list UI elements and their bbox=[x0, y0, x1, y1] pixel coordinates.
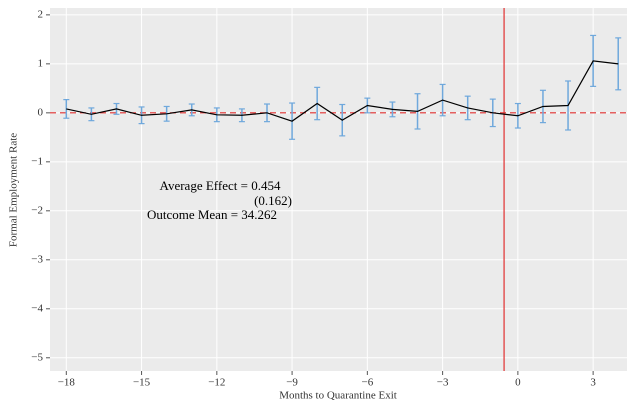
y-tick-label: 1 bbox=[38, 57, 44, 69]
x-tick-label: −15 bbox=[133, 377, 151, 389]
estimate-line bbox=[66, 60, 619, 122]
y-axis-label: Formal Employment Rate bbox=[8, 133, 20, 247]
y-tick-label: 2 bbox=[38, 8, 44, 20]
y-tick-label: −5 bbox=[31, 351, 43, 363]
annotation: Average Effect = 0.454 bbox=[160, 178, 281, 193]
x-tick-label: −9 bbox=[286, 377, 298, 389]
y-tick-label: −2 bbox=[31, 204, 43, 216]
x-tick-label: 0 bbox=[515, 377, 521, 389]
x-tick-label: −18 bbox=[58, 377, 76, 389]
x-tick-label: −3 bbox=[437, 377, 449, 389]
x-axis-label: Months to Quarantine Exit bbox=[279, 390, 397, 402]
y-tick-label: −4 bbox=[31, 302, 43, 314]
x-tick-label: −6 bbox=[361, 377, 373, 389]
x-tick-label: −12 bbox=[208, 377, 225, 389]
plot-background bbox=[50, 8, 627, 371]
annotation: (0.162) bbox=[254, 193, 292, 208]
annotation: Outcome Mean = 34.262 bbox=[147, 207, 277, 222]
y-tick-label: −3 bbox=[31, 253, 43, 265]
y-tick-label: 0 bbox=[38, 106, 44, 118]
y-tick-label: −1 bbox=[31, 155, 43, 167]
x-tick-label: 3 bbox=[590, 377, 596, 389]
